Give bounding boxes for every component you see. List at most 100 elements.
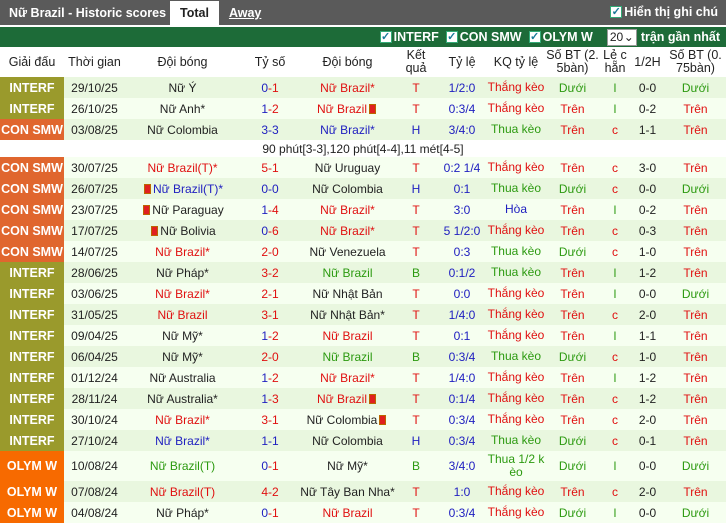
home-team[interactable]: Nữ Brazil(T) bbox=[125, 451, 240, 481]
home-team[interactable]: Nữ Mỹ* bbox=[125, 325, 240, 346]
team-name[interactable]: Nữ Australia* bbox=[147, 391, 218, 406]
team-name[interactable]: Nữ Paraguay bbox=[152, 202, 224, 217]
team-name[interactable]: Nữ Ý bbox=[168, 80, 197, 95]
match-date: 28/11/24 bbox=[64, 388, 125, 409]
away-team[interactable]: Nữ Nhật Bản bbox=[300, 283, 395, 304]
match-result: B bbox=[395, 451, 437, 481]
checkbox-icon[interactable]: ✓ bbox=[610, 6, 623, 18]
away-team[interactable]: Nữ Colombia bbox=[300, 409, 395, 430]
away-team[interactable]: Nữ Venezuela bbox=[300, 241, 395, 262]
team-name[interactable]: Nữ Brazil* bbox=[320, 223, 375, 238]
filter-con-smw[interactable]: ✓ CON SMW bbox=[445, 30, 522, 44]
team-name[interactable]: Nữ Colombia bbox=[147, 122, 218, 137]
home-team[interactable]: Nữ Australia* bbox=[125, 388, 240, 409]
away-team[interactable]: Nữ Mỹ* bbox=[300, 451, 395, 481]
team-name[interactable]: Nữ Pháp* bbox=[156, 265, 209, 280]
team-name[interactable]: Nữ Brazil* bbox=[320, 370, 375, 385]
team-name[interactable]: Nữ Bolivia bbox=[160, 223, 216, 238]
away-team[interactable]: Nữ Brazil bbox=[300, 262, 395, 283]
home-team[interactable]: Nữ Brazil* bbox=[125, 409, 240, 430]
home-team[interactable]: Nữ Pháp* bbox=[125, 262, 240, 283]
team-name[interactable]: Nữ Brazil bbox=[322, 349, 373, 364]
away-team[interactable]: Nữ Brazil bbox=[300, 98, 395, 119]
checkbox-icon[interactable]: ✓ bbox=[379, 31, 392, 43]
score: 0-0 bbox=[240, 178, 300, 199]
odds: 0:3/4 bbox=[437, 346, 487, 367]
away-team[interactable]: Nữ Brazil bbox=[300, 325, 395, 346]
team-name[interactable]: Nữ Brazil bbox=[316, 391, 368, 406]
away-team[interactable]: Nữ Brazil* bbox=[300, 220, 395, 241]
away-team[interactable]: Nữ Colombia bbox=[300, 178, 395, 199]
away-team[interactable]: Nữ Nhật Bản* bbox=[300, 304, 395, 325]
away-team[interactable]: Nữ Brazil* bbox=[300, 199, 395, 220]
team-name[interactable]: Nữ Colombia bbox=[312, 433, 383, 448]
over-under-2-5: Trên bbox=[545, 304, 600, 325]
tab-total[interactable]: Total bbox=[170, 1, 219, 26]
checkbox-icon[interactable]: ✓ bbox=[528, 31, 541, 43]
team-name[interactable]: Nữ Pháp* bbox=[156, 505, 209, 520]
odd-even: c bbox=[600, 430, 630, 451]
team-name[interactable]: Nữ Brazil bbox=[322, 505, 373, 520]
team-name[interactable]: Nữ Brazil(T)* bbox=[147, 160, 218, 175]
team-name[interactable]: Nữ Uruguay bbox=[314, 160, 381, 175]
team-name[interactable]: Nữ Tây Ban Nha* bbox=[300, 484, 395, 499]
home-team[interactable]: Nữ Colombia bbox=[125, 119, 240, 140]
team-name[interactable]: Nữ Brazil bbox=[322, 328, 373, 343]
team-name[interactable]: Nữ Brazil* bbox=[320, 80, 375, 95]
home-team[interactable]: Nữ Anh* bbox=[125, 98, 240, 119]
team-name[interactable]: Nữ Brazil* bbox=[155, 244, 210, 259]
filter-interf[interactable]: ✓ INTERF bbox=[379, 30, 439, 44]
team-name[interactable]: Nữ Anh* bbox=[159, 101, 206, 116]
team-name[interactable]: Nữ Mỹ* bbox=[162, 328, 203, 343]
team-name[interactable]: Nữ Australia bbox=[149, 370, 216, 385]
team-name[interactable]: Nữ Venezuela bbox=[309, 244, 386, 259]
match-count-select[interactable]: 20 ⌄ bbox=[606, 28, 637, 46]
away-team[interactable]: Nữ Tây Ban Nha* bbox=[300, 481, 395, 502]
match-result: T bbox=[395, 98, 437, 119]
away-team[interactable]: Nữ Colombia bbox=[300, 430, 395, 451]
team-name[interactable]: Nữ Brazil* bbox=[320, 122, 375, 137]
team-name[interactable]: Nữ Brazil* bbox=[155, 433, 210, 448]
home-team[interactable]: Nữ Ý bbox=[125, 77, 240, 98]
score: 3-2 bbox=[240, 262, 300, 283]
team-name[interactable]: Nữ Mỹ* bbox=[162, 349, 203, 364]
team-name[interactable]: Nữ Brazil(T) bbox=[149, 459, 216, 473]
team-name[interactable]: Nữ Nhật Bản* bbox=[310, 307, 385, 322]
home-team[interactable]: Nữ Bolivia bbox=[125, 220, 240, 241]
home-team[interactable]: Nữ Brazil bbox=[125, 304, 240, 325]
home-team[interactable]: Nữ Mỹ* bbox=[125, 346, 240, 367]
team-name[interactable]: Nữ Colombia bbox=[312, 181, 383, 196]
home-team[interactable]: Nữ Brazil(T)* bbox=[125, 178, 240, 199]
away-team[interactable]: Nữ Uruguay bbox=[300, 157, 395, 178]
team-name[interactable]: Nữ Brazil bbox=[322, 265, 373, 280]
away-team[interactable]: Nữ Brazil bbox=[300, 388, 395, 409]
home-team[interactable]: Nữ Brazil* bbox=[125, 283, 240, 304]
team-name[interactable]: Nữ Brazil(T)* bbox=[152, 181, 224, 196]
checkbox-icon[interactable]: ✓ bbox=[445, 31, 458, 43]
filter-olym-w[interactable]: ✓ OLYM W bbox=[528, 30, 593, 44]
team-name[interactable]: Nữ Brazil bbox=[157, 307, 208, 322]
away-team[interactable]: Nữ Brazil* bbox=[300, 367, 395, 388]
away-team[interactable]: Nữ Brazil bbox=[300, 346, 395, 367]
team-name[interactable]: Nữ Nhật Bản bbox=[312, 286, 383, 301]
table-row: CON SMW 03/08/25 Nữ Colombia 3-3 Nữ Brazil* H… bbox=[0, 119, 726, 140]
away-team[interactable]: Nữ Brazil* bbox=[300, 77, 395, 98]
home-team[interactable]: Nữ Pháp* bbox=[125, 502, 240, 523]
home-team[interactable]: Nữ Brazil* bbox=[125, 241, 240, 262]
team-name[interactable]: Nữ Mỹ* bbox=[327, 459, 368, 473]
team-name[interactable]: Nữ Colombia bbox=[306, 412, 378, 427]
tab-away[interactable]: Away bbox=[228, 6, 262, 20]
show-notes-toggle[interactable]: ✓ Hiển thị ghi chú bbox=[610, 5, 718, 19]
away-team[interactable]: Nữ Brazil* bbox=[300, 119, 395, 140]
team-name[interactable]: Nữ Brazil* bbox=[155, 412, 210, 427]
team-name[interactable]: Nữ Brazil(T) bbox=[149, 484, 216, 499]
home-team[interactable]: Nữ Brazil(T) bbox=[125, 481, 240, 502]
team-name[interactable]: Nữ Brazil* bbox=[155, 286, 210, 301]
home-team[interactable]: Nữ Brazil* bbox=[125, 430, 240, 451]
away-team[interactable]: Nữ Brazil bbox=[300, 502, 395, 523]
team-name[interactable]: Nữ Brazil bbox=[316, 101, 368, 116]
team-name[interactable]: Nữ Brazil* bbox=[320, 202, 375, 217]
home-team[interactable]: Nữ Brazil(T)* bbox=[125, 157, 240, 178]
home-team[interactable]: Nữ Paraguay bbox=[125, 199, 240, 220]
home-team[interactable]: Nữ Australia bbox=[125, 367, 240, 388]
